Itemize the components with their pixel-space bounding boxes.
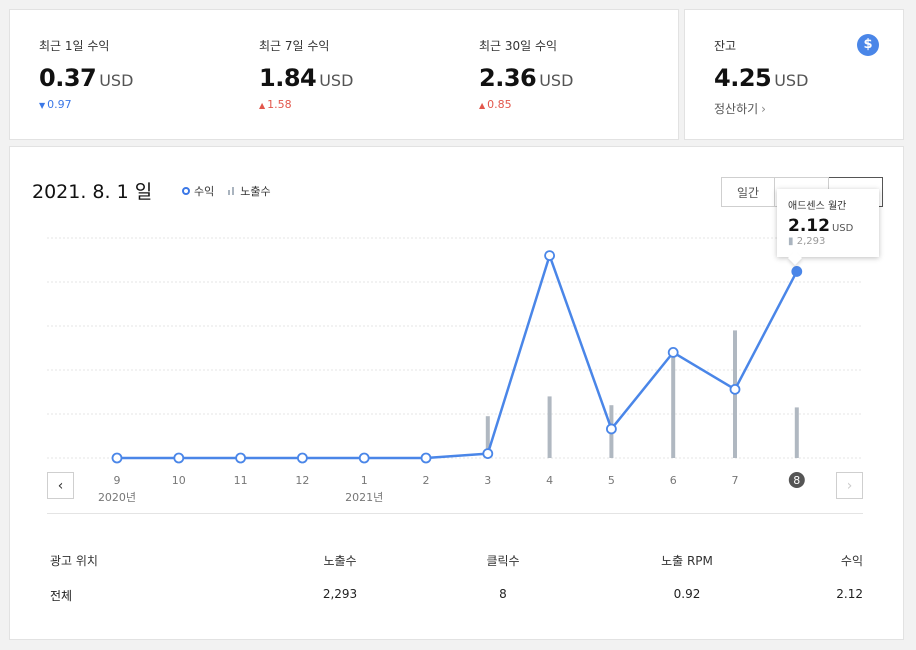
legend-revenue-marker	[182, 187, 190, 195]
revenue-point	[482, 448, 494, 460]
x-tick-label: 8	[793, 474, 800, 487]
revenue-point	[420, 452, 432, 464]
stat-value: 0.37 USD	[39, 64, 133, 92]
x-tick-label: 2	[423, 474, 430, 487]
x-tick-label: 6	[670, 474, 677, 487]
settle-link[interactable]: 정산하기 ›	[714, 100, 808, 117]
tooltip-impressions: ▮ 2,293	[788, 236, 868, 247]
revenue-point	[111, 452, 123, 464]
x-tick-label: 5	[608, 474, 615, 487]
impressions-bar	[794, 407, 799, 458]
revenue-point	[235, 452, 247, 464]
selected-month-badge	[788, 472, 805, 488]
legend-revenue-label: 수익	[194, 185, 215, 198]
tab-daily[interactable]: 일간	[721, 177, 775, 207]
stat-label: 최근 7일 수익	[259, 39, 330, 53]
revenue-point	[358, 452, 370, 464]
x-tick-label: 1	[361, 474, 368, 487]
stat-delta: ▲ 1.58	[259, 98, 353, 111]
x-year-label: 2021년	[345, 491, 383, 504]
chart-prev-button[interactable]: ‹	[47, 472, 74, 499]
stat-unit: USD	[319, 71, 354, 90]
impressions-bar	[671, 352, 676, 458]
table-divider	[47, 513, 863, 514]
stat-7day: 최근 7일 수익 1.84 USD ▲ 1.58	[259, 37, 353, 111]
legend-impressions-label: 노출수	[240, 185, 271, 198]
legend-impressions-marker	[228, 187, 236, 195]
chart-card: 9 10 11 12 1 2 3 4 5 6 7 8 2020년 2021년 2021. 8. 1 일 수…	[9, 146, 904, 640]
tooltip-unit: USD	[831, 223, 854, 234]
cell-clicks: 8	[499, 587, 507, 601]
header-rpm: 노출 RPM	[661, 554, 713, 568]
header-placement: 광고 위치	[50, 554, 98, 568]
impressions-bar	[547, 396, 552, 458]
stat-number: 0.37	[39, 64, 97, 92]
settle-label: 정산하기	[714, 102, 759, 116]
delta-value: 0.97	[47, 98, 72, 111]
revenue-point	[544, 250, 555, 261]
stat-delta: ▼ 0.97	[39, 98, 133, 111]
header-revenue: 수익	[840, 554, 863, 568]
tooltip-number: 2.12	[788, 216, 830, 236]
cell-rpm: 0.92	[673, 587, 701, 601]
arrow-down-icon: ▼	[39, 101, 46, 110]
revenue-point	[729, 383, 741, 395]
stat-label: 최근 30일 수익	[479, 39, 558, 53]
chevron-right-icon: ›	[761, 102, 766, 116]
x-tick-label: 12	[295, 474, 309, 487]
x-tick-label: 7	[732, 474, 739, 487]
chart-tooltip: 애드센스 월간 2.12 USD ▮ 2,293	[777, 189, 879, 266]
arrow-up-icon: ▲	[479, 101, 486, 110]
chart-legend: 수익 노출수	[182, 183, 271, 199]
revenue-point	[791, 266, 803, 277]
stat-value: 2.36 USD	[479, 64, 573, 92]
bar-chart-icon: ▮	[788, 236, 794, 247]
x-tick-label: 9	[114, 474, 121, 487]
x-tick-label: 3	[484, 474, 491, 487]
x-tick-label: 4	[546, 474, 553, 487]
revenue-point	[173, 452, 185, 464]
stat-value: 1.84 USD	[259, 64, 353, 92]
arrow-up-icon: ▲	[259, 101, 266, 110]
revenue-line	[117, 254, 798, 460]
delta-value: 0.85	[487, 98, 512, 111]
stat-delta: ▲ 0.85	[479, 98, 573, 111]
x-tick-label: 11	[234, 474, 248, 487]
summary-card: 최근 1일 수익 0.37 USD ▼ 0.97 최근 7일 수익 1.84 USD …	[9, 9, 679, 140]
cell-placement: 전체	[50, 589, 73, 603]
balance-number: 4.25	[714, 64, 772, 92]
chevron-left-icon: ‹	[57, 477, 64, 494]
stat-label: 최근 1일 수익	[39, 39, 110, 53]
impressions-bar	[485, 416, 490, 458]
x-year-label: 2020년	[98, 491, 136, 504]
tooltip-title: 애드센스 월간	[788, 201, 847, 212]
balance-unit: USD	[774, 71, 809, 90]
tooltip-impressions-value: 2,293	[796, 236, 826, 247]
balance-card: 잔고 4.25 USD 정산하기 › $	[684, 9, 904, 140]
chart-next-button[interactable]: ›	[836, 472, 863, 499]
stat-unit: USD	[99, 71, 134, 90]
cell-impressions: 2,293	[322, 587, 358, 601]
revenue-point	[667, 346, 679, 358]
chevron-right-icon: ›	[846, 477, 853, 494]
delta-value: 1.58	[267, 98, 292, 111]
stat-1day: 최근 1일 수익 0.37 USD ▼ 0.97	[39, 37, 133, 111]
stat-number: 1.84	[259, 64, 317, 92]
header-clicks: 클릭수	[486, 554, 520, 568]
revenue-point	[296, 452, 308, 464]
stat-30day: 최근 30일 수익 2.36 USD ▲ 0.85	[479, 37, 573, 111]
balance-label: 잔고	[714, 39, 737, 53]
balance-value: 4.25 USD	[714, 64, 808, 92]
stat-number: 2.36	[479, 64, 537, 92]
date-title: 2021. 8. 1 일	[32, 181, 153, 203]
tooltip-value: 2.12 USD	[788, 216, 868, 236]
header-impressions: 노출수	[323, 554, 357, 568]
dollar-icon: $	[857, 34, 879, 56]
stat-unit: USD	[539, 71, 574, 90]
revenue-point	[606, 423, 617, 435]
balance-stat: 잔고 4.25 USD 정산하기 ›	[714, 37, 808, 117]
x-tick-label: 10	[172, 474, 186, 487]
cell-revenue: 2.12	[836, 587, 863, 601]
